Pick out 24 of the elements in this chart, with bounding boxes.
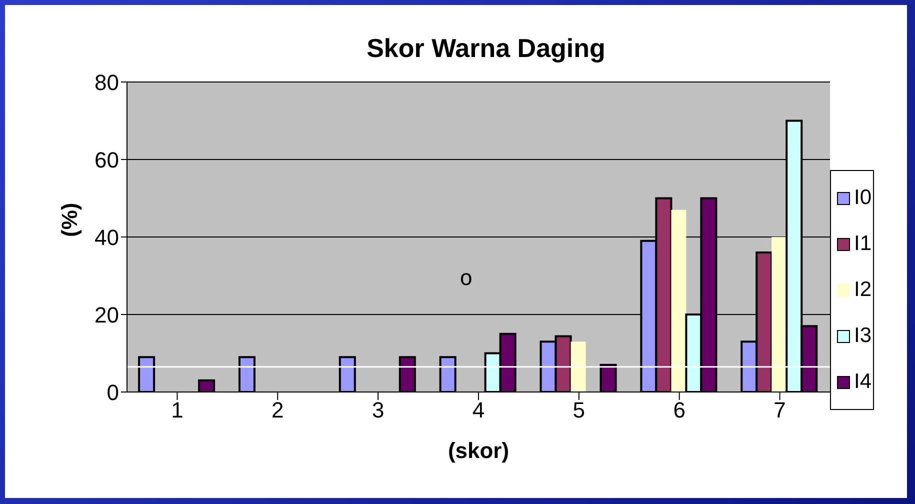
x-tick-label: 1 — [171, 398, 184, 423]
bar — [772, 237, 787, 392]
y-axis-title: (%) — [56, 202, 82, 237]
x-axis-title: (skor) — [448, 438, 510, 463]
legend-label: I0 — [854, 186, 872, 210]
y-tick-label: 60 — [94, 147, 119, 172]
y-tick-label: 0 — [106, 380, 119, 405]
legend-label: I1 — [854, 232, 872, 256]
y-tick-label: 80 — [94, 70, 119, 95]
legend-label: I3 — [854, 324, 872, 348]
legend-label: I4 — [854, 370, 872, 394]
y-tick-label: 20 — [94, 302, 119, 328]
x-tick-label: 6 — [673, 398, 686, 423]
x-tick-label: 4 — [472, 398, 485, 423]
bar — [671, 210, 686, 392]
annotation: o — [460, 265, 472, 291]
legend-label: I2 — [854, 278, 872, 302]
x-tick-label: 7 — [774, 398, 786, 423]
bar — [570, 342, 586, 392]
y-tick-label: 40 — [94, 224, 119, 250]
x-tick-label: 2 — [272, 398, 284, 423]
chart-title: Skor Warna Daging — [366, 33, 606, 64]
x-tick-label: 5 — [572, 398, 586, 423]
x-tick-label: 3 — [372, 398, 384, 423]
